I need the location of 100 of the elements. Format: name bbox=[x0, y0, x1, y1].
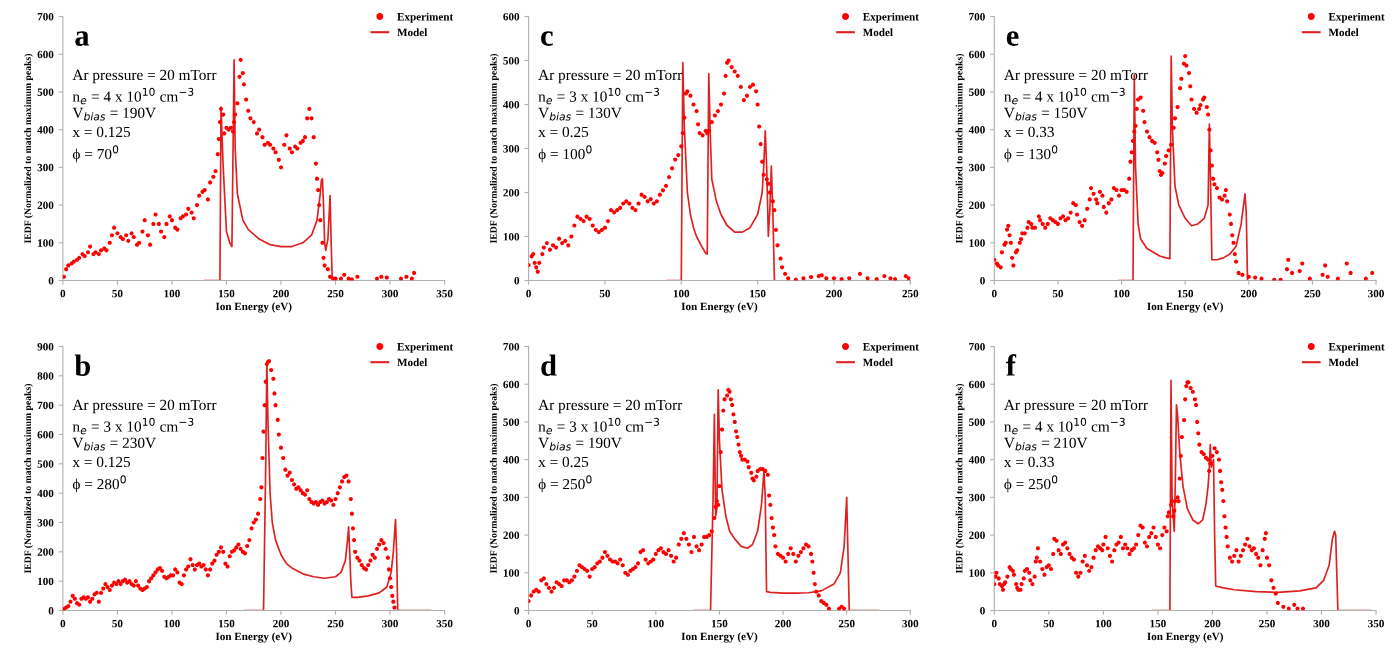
x-axis-title: Ion Energy (eV) bbox=[215, 302, 292, 313]
x-tick-label: 0 bbox=[991, 289, 997, 298]
y-tick-label: 200 bbox=[503, 188, 520, 197]
y-tick-label: 100 bbox=[38, 577, 54, 586]
chart-title: c bbox=[541, 31, 553, 46]
annotation: x = 0.25 bbox=[538, 126, 589, 138]
x-tick-label: 300 bbox=[1313, 619, 1330, 628]
y-tick-label: 200 bbox=[37, 201, 54, 210]
legend-label: Experiment bbox=[1328, 12, 1385, 23]
x-tick-label: 150 bbox=[1150, 619, 1166, 628]
x-tick-label: 350 bbox=[1368, 619, 1384, 628]
y-tick-label: 600 bbox=[968, 380, 985, 389]
y-tick-label: 300 bbox=[37, 163, 54, 172]
y-tick-label: 400 bbox=[503, 100, 520, 109]
annotation: V$_{bias}$ = 130V bbox=[538, 107, 622, 121]
y-tick-label: 400 bbox=[37, 489, 54, 498]
x-tick-label: 50 bbox=[599, 289, 611, 298]
y-axis-title: IEDF (Normalized to match maximum peaks) bbox=[24, 53, 33, 244]
y-tick-label: 0 bbox=[48, 606, 54, 615]
x-tick-label: 250 bbox=[838, 619, 855, 628]
annotation: n$_{e}$ = 3 x 10$^{10}$ cm$^{−3}$ bbox=[538, 417, 660, 435]
chart-title: b bbox=[74, 354, 91, 376]
x-tick-label: 100 bbox=[673, 289, 690, 298]
x-tick-label: 150 bbox=[219, 289, 235, 298]
y-tick-label: 300 bbox=[503, 144, 520, 153]
x-tick-label: 100 bbox=[164, 289, 180, 298]
y-tick-label: 700 bbox=[969, 342, 985, 351]
annotation: x = 0.125 bbox=[72, 126, 131, 138]
x-tick-label: 50 bbox=[587, 619, 598, 628]
annotation: x = 0.125 bbox=[72, 456, 131, 468]
x-tick-label: 200 bbox=[1240, 289, 1257, 298]
x-tick-label: 100 bbox=[1095, 619, 1112, 628]
y-tick-label: 100 bbox=[503, 232, 520, 241]
y-tick-label: 0 bbox=[514, 606, 520, 615]
annotation: V$_{bias}$ = 210V bbox=[1004, 437, 1088, 451]
legend-label: Experiment bbox=[397, 12, 454, 23]
x-tick-label: 250 bbox=[1259, 619, 1275, 628]
legend-label: Model bbox=[397, 28, 428, 37]
annotation: Ar pressure = 20 mTorr bbox=[1004, 399, 1148, 414]
y-tick-label: 500 bbox=[503, 418, 520, 426]
x-tick-label: 200 bbox=[826, 289, 842, 298]
annotation: ϕ = 70$^{0}$ bbox=[72, 145, 119, 163]
annotation: ϕ = 100$^{0}$ bbox=[538, 145, 592, 163]
annotation: ϕ = 280$^{0}$ bbox=[72, 475, 126, 493]
annotation: n$_{e}$ = 4 x 10$^{10}$ cm$^{−3}$ bbox=[72, 87, 194, 105]
x-tick-label: 150 bbox=[219, 619, 235, 628]
y-tick-label: 600 bbox=[503, 380, 520, 389]
y-tick-label: 500 bbox=[37, 88, 54, 96]
legend-label: Model bbox=[397, 358, 428, 367]
annotation: n$_{e}$ = 4 x 10$^{10}$ cm$^{−3}$ bbox=[1004, 87, 1125, 105]
y-axis-title: IEDF (Normalized to match maximum peaks) bbox=[489, 53, 499, 244]
y-tick-label: 0 bbox=[980, 606, 985, 615]
legend-label: Model bbox=[862, 358, 893, 367]
x-tick-label: 100 bbox=[164, 619, 180, 628]
x-tick-label: 200 bbox=[775, 619, 791, 628]
y-tick-label: 300 bbox=[969, 493, 985, 502]
x-tick-label: 250 bbox=[1304, 289, 1321, 298]
x-tick-label: 0 bbox=[60, 289, 66, 298]
x-tick-label: 200 bbox=[273, 619, 289, 628]
x-axis-title: Ion Energy (eV) bbox=[1147, 302, 1223, 313]
chart-title: d bbox=[541, 354, 557, 376]
x-tick-label: 0 bbox=[526, 289, 531, 298]
y-tick-label: 700 bbox=[503, 342, 520, 351]
y-tick-label: 400 bbox=[968, 456, 985, 464]
legend-label: Experiment bbox=[1328, 342, 1385, 353]
y-tick-label: 700 bbox=[37, 12, 54, 21]
annotation: V$_{bias}$ = 190V bbox=[538, 437, 622, 451]
y-tick-label: 600 bbox=[503, 12, 520, 21]
x-tick-label: 150 bbox=[712, 619, 728, 628]
y-axis-title: IEDF (Normalized to match maximum peaks) bbox=[489, 383, 499, 574]
y-tick-label: 300 bbox=[503, 493, 520, 502]
annotation: V$_{bias}$ = 230V bbox=[72, 437, 156, 451]
annotation: x = 0.33 bbox=[1003, 126, 1054, 138]
annotation: ϕ = 130$^{0}$ bbox=[1004, 145, 1058, 163]
legend-label: Model bbox=[1328, 358, 1359, 367]
y-tick-label: 400 bbox=[503, 456, 520, 464]
x-tick-label: 100 bbox=[1114, 289, 1130, 298]
x-axis-title: Ion Energy (eV) bbox=[681, 632, 758, 643]
legend-label: Model bbox=[1328, 28, 1359, 37]
x-tick-label: 50 bbox=[112, 619, 123, 628]
y-tick-label: 100 bbox=[969, 569, 985, 577]
y-tick-label: 400 bbox=[968, 126, 985, 134]
legend-label: Experiment bbox=[862, 12, 919, 23]
legend-label: Experiment bbox=[397, 342, 454, 353]
y-tick-label: 900 bbox=[37, 342, 54, 351]
y-tick-label: 600 bbox=[37, 430, 54, 439]
annotation: Ar pressure = 20 mTorr bbox=[538, 69, 683, 84]
x-axis-title: Ion Energy (eV) bbox=[1147, 632, 1223, 643]
x-axis-title: Ion Energy (eV) bbox=[215, 632, 292, 643]
y-tick-label: 0 bbox=[980, 276, 985, 285]
annotation: n$_{e}$ = 4 x 10$^{10}$ cm$^{−3}$ bbox=[1004, 417, 1125, 435]
y-tick-label: 400 bbox=[37, 126, 54, 134]
annotation: x = 0.25 bbox=[538, 456, 589, 468]
x-tick-label: 300 bbox=[902, 619, 919, 628]
y-tick-label: 0 bbox=[48, 276, 54, 285]
y-tick-label: 700 bbox=[969, 12, 985, 21]
legend-label: Model bbox=[862, 28, 893, 37]
x-tick-label: 250 bbox=[902, 289, 919, 298]
x-tick-label: 350 bbox=[436, 289, 453, 298]
annotation: ϕ = 250$^{0}$ bbox=[1004, 475, 1058, 493]
